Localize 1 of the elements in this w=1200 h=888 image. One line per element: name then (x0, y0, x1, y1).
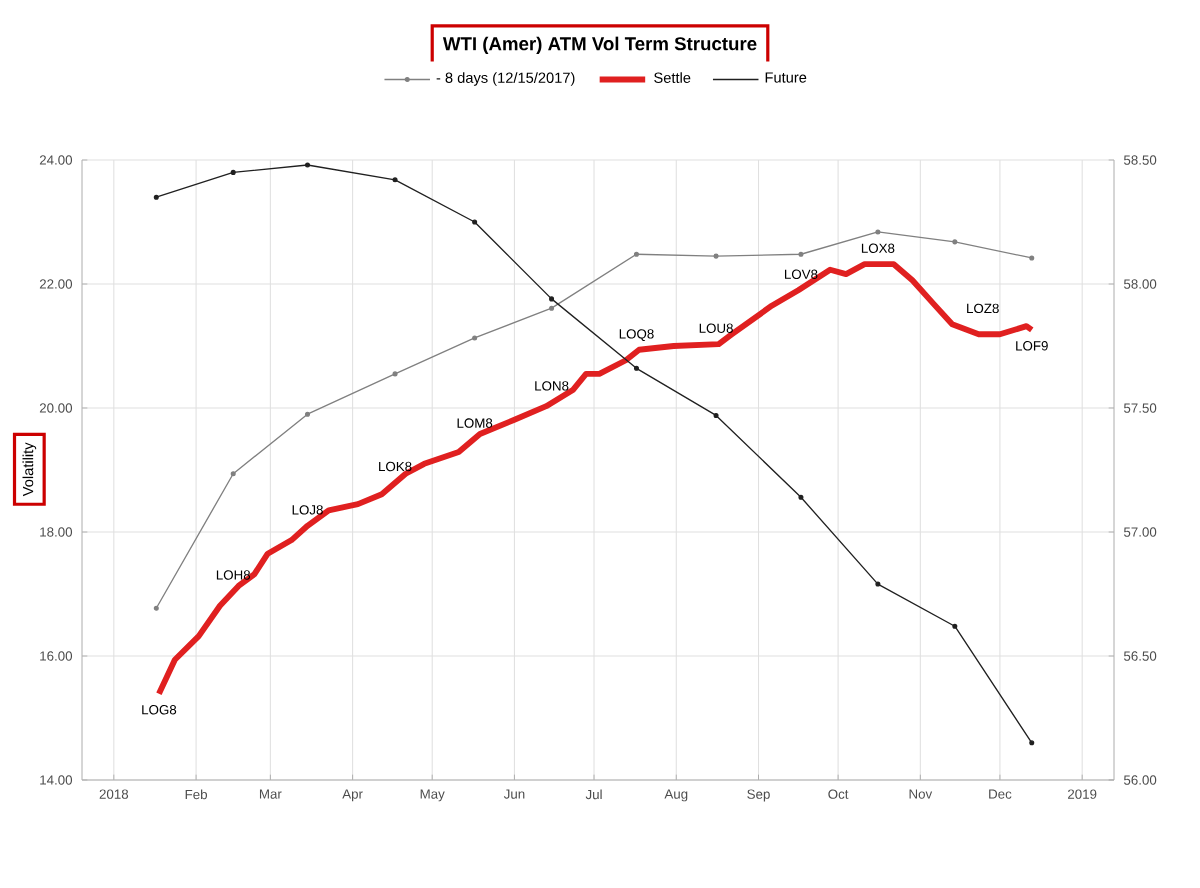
chart-title: WTI (Amer) ATM Vol Term Structure (442, 36, 757, 55)
